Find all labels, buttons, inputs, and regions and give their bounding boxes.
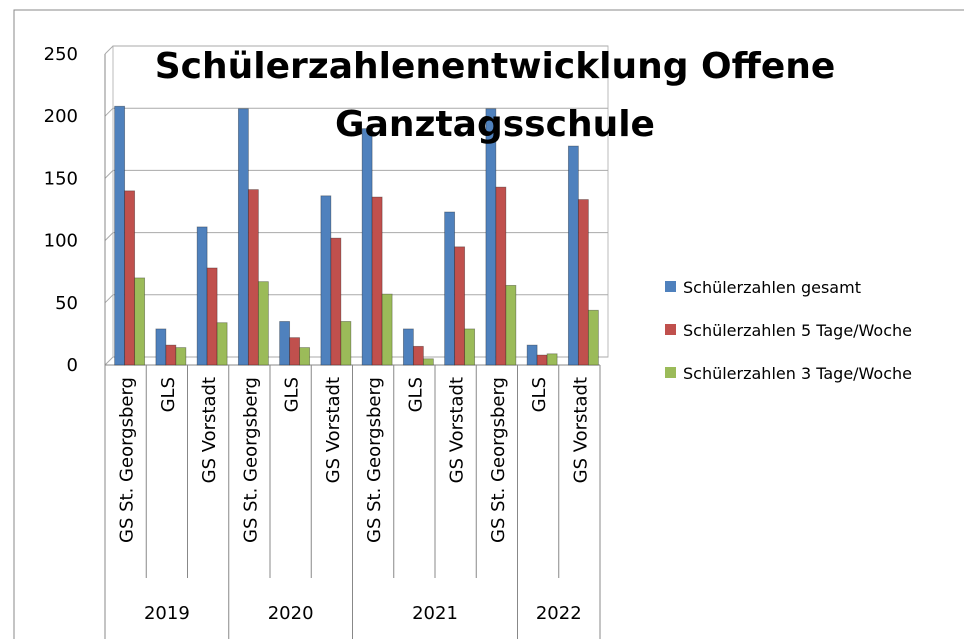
bar: [464, 328, 476, 366]
x-tick-label: GS St. Georgsberg: [364, 377, 385, 543]
bar: [216, 322, 228, 366]
group-label: 2022: [536, 603, 582, 624]
bar: [402, 328, 414, 366]
bar: [247, 189, 259, 366]
bar: [206, 267, 218, 366]
bar: [165, 344, 177, 366]
group-label: 2021: [412, 603, 458, 624]
grid-line: [104, 232, 608, 241]
x-tick-label: GLS: [158, 377, 179, 412]
bar: [371, 196, 383, 366]
bar: [196, 226, 208, 366]
y-tick-label: 200: [44, 106, 78, 127]
x-tick-label: GLS: [529, 377, 550, 412]
legend-label: Schülerzahlen 3 Tage/Woche: [683, 364, 912, 383]
x-tick-label: GLS: [405, 377, 426, 412]
grid-line: [104, 294, 608, 304]
bar: [299, 347, 311, 366]
bar: [134, 277, 146, 366]
bar: [526, 344, 538, 366]
legend-swatch: [665, 281, 676, 292]
x-tick-label: GS Vorstadt: [570, 377, 591, 483]
x-tick-label: GS St. Georgsberg: [240, 377, 261, 543]
bar: [340, 321, 352, 366]
y-tick-label: 50: [55, 293, 78, 314]
bar: [422, 358, 434, 366]
y-tick-label: 0: [67, 355, 78, 376]
x-tick-label: GS St. Georgsberg: [488, 377, 509, 543]
legend-label: Schülerzahlen 5 Tage/Woche: [683, 321, 912, 340]
x-tick-label: GS Vorstadt: [323, 377, 344, 483]
bar: [577, 199, 589, 366]
x-tick-label: GS Vorstadt: [447, 377, 468, 483]
y-tick-label: 150: [44, 168, 78, 189]
x-tick-label: GS Vorstadt: [199, 377, 220, 483]
x-tick-label: GLS: [282, 377, 303, 412]
group-label: 2019: [144, 603, 190, 624]
bar: [505, 284, 517, 366]
x-tick-label: GS St. Georgsberg: [117, 377, 138, 543]
frame: [13, 9, 964, 639]
grid-line: [104, 356, 608, 366]
bar: [155, 328, 167, 366]
bar: [361, 128, 373, 366]
group-label: 2020: [268, 603, 314, 624]
bar: [279, 321, 291, 366]
bar: [454, 246, 466, 366]
bar: [330, 237, 342, 366]
chart-title: Schülerzahlenentwicklung Offene Ganztags…: [154, 46, 836, 145]
bar: [289, 337, 301, 366]
legend-label: Schülerzahlen gesamt: [683, 278, 861, 297]
bar: [320, 195, 332, 366]
bar: [175, 347, 187, 366]
bar: [114, 105, 126, 366]
bar: [444, 211, 456, 366]
bar: [412, 345, 424, 366]
grid-line: [104, 45, 608, 55]
grid-line: [104, 107, 608, 117]
bar: [546, 353, 558, 366]
bar: [257, 281, 269, 366]
bar: [536, 354, 548, 366]
bar: [567, 145, 579, 366]
y-tick-label: 100: [44, 231, 78, 252]
bar: [381, 293, 393, 366]
legend-swatch: [665, 324, 676, 335]
bar: [495, 186, 507, 366]
legend-swatch: [665, 367, 676, 378]
y-tick-label: 250: [44, 44, 78, 65]
grid-line: [104, 169, 608, 179]
bar: [124, 190, 136, 366]
bar: [587, 309, 599, 366]
